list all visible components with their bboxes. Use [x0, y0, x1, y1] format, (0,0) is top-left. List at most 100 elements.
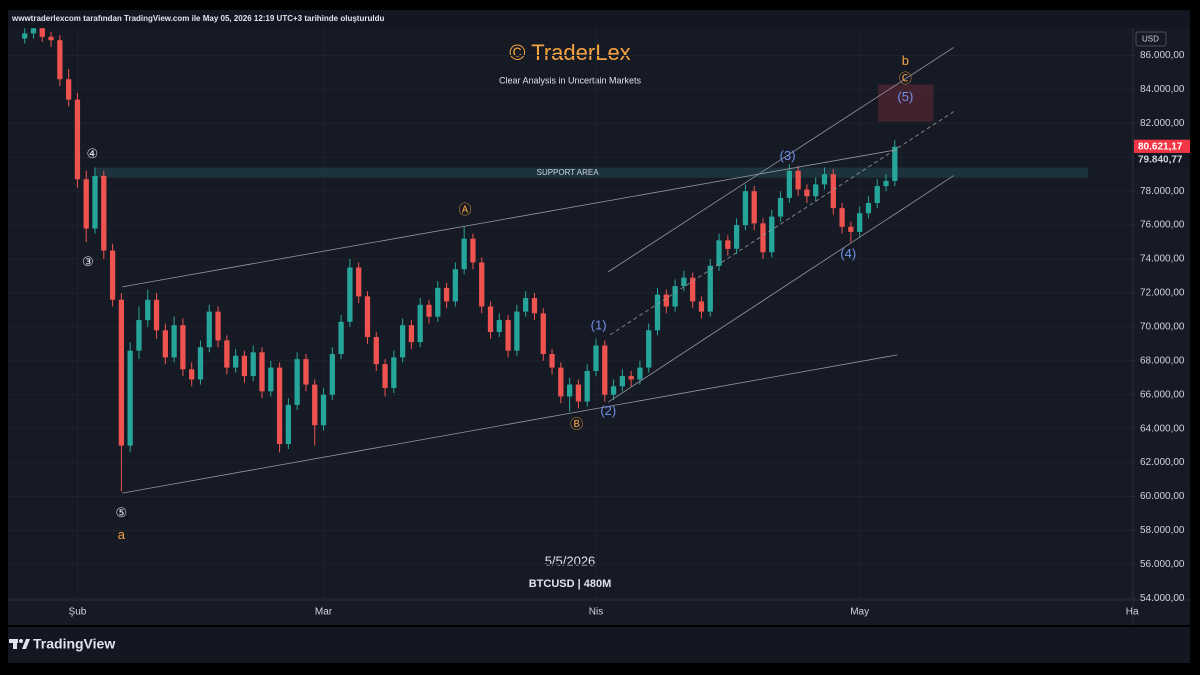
y-tick-label: 76.000,00	[1140, 220, 1185, 231]
candle-body	[39, 28, 45, 37]
x-tick-label: Mar	[315, 607, 333, 618]
candle-body	[883, 180, 889, 187]
candle-body	[426, 304, 432, 317]
candle-body	[461, 238, 467, 270]
candle-body	[857, 213, 863, 232]
candle-body	[83, 179, 89, 229]
wave-label: ③	[82, 254, 94, 269]
x-tick-label: Nis	[589, 607, 603, 618]
candle-body	[382, 364, 388, 388]
candle-body	[628, 376, 634, 380]
candle-body	[22, 33, 28, 39]
logo-part	[13, 639, 17, 649]
y-tick-label: 68.000,00	[1140, 355, 1185, 366]
wave-label: ④	[87, 146, 99, 161]
candle-body	[417, 304, 423, 343]
candle-body	[303, 359, 309, 385]
support-area	[95, 167, 1089, 178]
candle-body	[329, 354, 335, 395]
y-tick-label: 64.000,00	[1140, 423, 1185, 434]
candle-body	[118, 299, 125, 446]
candle-body	[637, 367, 643, 380]
candle-body	[839, 208, 845, 227]
y-tick-label: 54.000,00	[1140, 593, 1185, 604]
candle-body	[751, 191, 757, 224]
candle-body	[804, 189, 810, 197]
candle-body	[66, 79, 72, 100]
candle-body	[268, 367, 274, 392]
candle-body	[364, 296, 371, 338]
candle-body	[566, 384, 573, 397]
candle-body	[707, 265, 713, 312]
chart-subtitle: Clear Analysis in Uncertain Markets	[499, 75, 642, 85]
candle-body	[725, 240, 731, 249]
candle-body	[795, 170, 801, 190]
candle-body	[312, 384, 318, 426]
candle-body	[215, 311, 221, 341]
candle-body	[769, 216, 775, 253]
candle-body	[584, 370, 590, 402]
candle-body	[531, 298, 538, 314]
candle-body	[408, 325, 415, 343]
candle-body	[681, 277, 687, 287]
wave-label: ⑤	[116, 505, 128, 520]
candle-body	[136, 320, 142, 351]
candle-body	[523, 298, 529, 312]
price-label-box	[1134, 152, 1190, 167]
wave-label: (4)	[840, 246, 856, 261]
wave-label: Ⓑ	[570, 417, 583, 432]
plot: SUPPORT AREA	[8, 28, 1133, 600]
candle-body	[224, 340, 230, 368]
candle-body	[690, 277, 696, 302]
header-text: wwwtraderlexcom tarafından TradingView.c…	[11, 14, 384, 23]
tradingview-logo	[9, 639, 30, 649]
price-label: 79.840,77	[1138, 155, 1183, 166]
x-tick-label: Ha	[1126, 607, 1139, 618]
candle-body	[109, 250, 116, 300]
y-tick-label: 86.000,00	[1140, 50, 1185, 61]
candle-body	[197, 347, 204, 380]
y-tick-label: 72.000,00	[1140, 288, 1185, 299]
candle-body	[356, 267, 362, 297]
candle-body	[74, 99, 81, 180]
candle-body	[285, 404, 292, 444]
candle-body	[558, 367, 564, 397]
candle-body	[821, 174, 828, 185]
candle-body	[848, 226, 854, 232]
footer-bar	[8, 627, 1190, 663]
candle-body	[241, 355, 248, 377]
candle-body	[654, 294, 661, 331]
price-label-box	[1134, 139, 1190, 154]
y-tick-label: 62.000,00	[1140, 457, 1185, 468]
wave-label: (3)	[780, 148, 796, 163]
wave-label: b	[902, 53, 909, 68]
x-tick-label: Şub	[69, 607, 87, 618]
logo-part	[22, 639, 30, 649]
candle-body	[153, 299, 160, 331]
candle-body	[733, 225, 740, 249]
y-tick-label: 56.000,00	[1140, 559, 1185, 570]
wave-label: (1)	[591, 317, 607, 332]
candle-body	[435, 287, 441, 317]
candle-body	[593, 345, 599, 371]
wave-label: (2)	[600, 403, 616, 418]
candle-body	[189, 369, 195, 380]
date-label: 5/5/2026	[545, 553, 596, 568]
candle-body	[320, 394, 327, 426]
candle-body	[391, 357, 397, 388]
wave-label: Ⓐ	[459, 202, 472, 217]
wave-label: a	[118, 527, 126, 542]
candle-body	[30, 28, 37, 34]
candle-body	[830, 174, 836, 209]
candle-body	[127, 350, 133, 446]
candle-body	[514, 311, 520, 351]
candle-body	[610, 386, 617, 395]
currency: USD	[1142, 35, 1159, 44]
trendline	[608, 175, 954, 403]
candle-body	[646, 330, 652, 368]
candle-body	[233, 355, 239, 368]
candle-body	[487, 306, 494, 332]
trendline	[608, 47, 954, 273]
candle-body	[250, 352, 256, 377]
